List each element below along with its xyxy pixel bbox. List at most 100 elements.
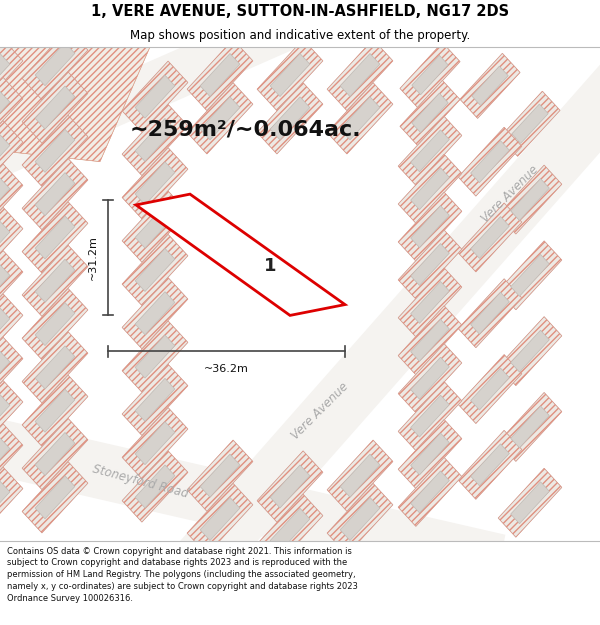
Polygon shape	[460, 53, 520, 118]
Polygon shape	[135, 205, 175, 248]
Polygon shape	[458, 354, 522, 424]
Polygon shape	[22, 418, 88, 489]
Polygon shape	[410, 168, 449, 209]
Polygon shape	[135, 292, 175, 335]
Polygon shape	[135, 75, 175, 118]
Polygon shape	[22, 462, 88, 533]
Text: Map shows position and indicative extent of the property.: Map shows position and indicative extent…	[130, 29, 470, 42]
Polygon shape	[412, 93, 448, 132]
Polygon shape	[22, 159, 88, 230]
Polygon shape	[410, 244, 449, 286]
Polygon shape	[498, 165, 562, 234]
Polygon shape	[398, 306, 462, 375]
Polygon shape	[200, 454, 240, 498]
Polygon shape	[398, 230, 462, 299]
Polygon shape	[0, 438, 10, 481]
Polygon shape	[0, 338, 23, 408]
Polygon shape	[35, 389, 75, 432]
Polygon shape	[270, 465, 310, 508]
Polygon shape	[35, 42, 75, 86]
Polygon shape	[0, 164, 23, 235]
Polygon shape	[511, 330, 550, 372]
Polygon shape	[22, 375, 88, 446]
Polygon shape	[327, 39, 393, 111]
Polygon shape	[22, 29, 88, 100]
Polygon shape	[122, 104, 188, 176]
Polygon shape	[458, 431, 522, 499]
Polygon shape	[398, 344, 462, 412]
Polygon shape	[135, 335, 175, 378]
Polygon shape	[0, 251, 23, 322]
Polygon shape	[327, 82, 393, 154]
Polygon shape	[410, 395, 449, 437]
Polygon shape	[270, 97, 310, 140]
Polygon shape	[0, 481, 10, 524]
Polygon shape	[257, 39, 323, 111]
Polygon shape	[340, 97, 380, 140]
Polygon shape	[470, 216, 509, 258]
Text: Contains OS data © Crown copyright and database right 2021. This information is
: Contains OS data © Crown copyright and d…	[7, 546, 358, 602]
Polygon shape	[135, 162, 175, 205]
Text: Stoneyford Road: Stoneyford Road	[91, 462, 190, 500]
Polygon shape	[400, 81, 460, 146]
Polygon shape	[122, 148, 188, 219]
Text: Vere Avenue: Vere Avenue	[479, 163, 541, 225]
Text: ~36.2m: ~36.2m	[204, 364, 249, 374]
Polygon shape	[0, 39, 23, 111]
Polygon shape	[0, 294, 23, 365]
Polygon shape	[122, 191, 188, 262]
Polygon shape	[135, 378, 175, 421]
Polygon shape	[122, 321, 188, 392]
Polygon shape	[458, 279, 522, 348]
Polygon shape	[135, 248, 175, 291]
Polygon shape	[270, 508, 310, 551]
Polygon shape	[398, 268, 462, 337]
Polygon shape	[410, 281, 449, 323]
Polygon shape	[498, 317, 562, 386]
Polygon shape	[410, 357, 449, 399]
Polygon shape	[22, 289, 88, 359]
Polygon shape	[35, 216, 75, 259]
Polygon shape	[410, 319, 449, 361]
Polygon shape	[398, 154, 462, 223]
Polygon shape	[0, 178, 10, 221]
Polygon shape	[35, 302, 75, 346]
Polygon shape	[498, 392, 562, 461]
Polygon shape	[122, 234, 188, 306]
Polygon shape	[200, 97, 240, 140]
Polygon shape	[0, 47, 150, 162]
Polygon shape	[500, 91, 560, 156]
Polygon shape	[257, 451, 323, 522]
Polygon shape	[0, 135, 10, 178]
Polygon shape	[470, 141, 509, 182]
Polygon shape	[0, 54, 10, 96]
Polygon shape	[257, 82, 323, 154]
Polygon shape	[0, 91, 10, 134]
Polygon shape	[22, 332, 88, 403]
Text: 1, VERE AVENUE, SUTTON-IN-ASHFIELD, NG17 2DS: 1, VERE AVENUE, SUTTON-IN-ASHFIELD, NG17…	[91, 4, 509, 19]
Polygon shape	[22, 202, 88, 273]
Polygon shape	[135, 422, 175, 465]
Polygon shape	[410, 471, 449, 513]
Polygon shape	[257, 494, 323, 566]
Polygon shape	[187, 483, 253, 554]
Polygon shape	[35, 432, 75, 476]
Polygon shape	[398, 116, 462, 185]
Polygon shape	[511, 406, 550, 448]
Polygon shape	[0, 264, 10, 308]
Polygon shape	[340, 498, 380, 541]
Polygon shape	[122, 61, 188, 132]
Polygon shape	[0, 424, 23, 495]
Polygon shape	[35, 173, 75, 216]
Polygon shape	[0, 394, 10, 438]
Polygon shape	[22, 72, 88, 143]
Polygon shape	[400, 42, 460, 107]
Polygon shape	[472, 66, 508, 106]
Polygon shape	[470, 444, 509, 486]
Polygon shape	[180, 65, 600, 583]
Polygon shape	[398, 192, 462, 261]
Polygon shape	[270, 54, 310, 96]
Polygon shape	[0, 0, 308, 184]
Polygon shape	[22, 115, 88, 186]
Polygon shape	[458, 127, 522, 196]
